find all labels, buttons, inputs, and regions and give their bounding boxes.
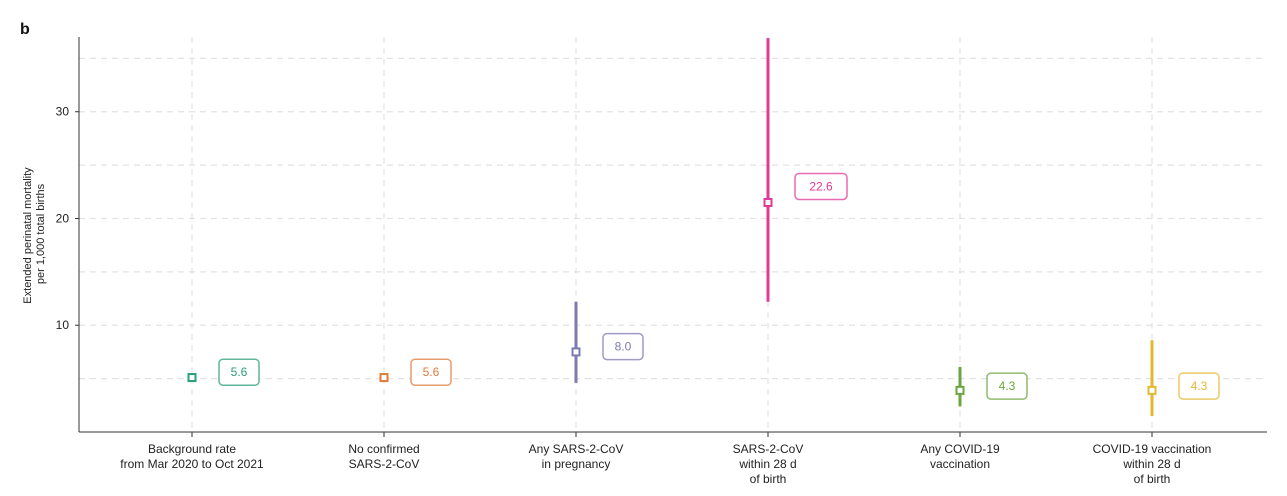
x-tick-label-line: within 28 d [1122,457,1180,471]
data-label-box [794,172,848,201]
x-tick-label: Background rate from Mar 2020 to Oct 2021 [120,442,264,471]
y-tick-label: 30 [56,105,70,119]
data-label: 4.3 [999,379,1016,393]
y-axis-label-line-2: per 1,000 total births [35,183,47,284]
panel-label: b [20,21,30,38]
x-tick-label-line: SARS-2-CoV [733,442,804,456]
data-label-box [218,358,260,386]
data-point-group: 4.3 [1147,340,1220,416]
x-tick-label-line: within 28 d [738,457,796,471]
data-label: 5.6 [231,365,248,379]
x-tick-label-line: in pregnancy [542,457,611,471]
y-ticks: 10 20 30 [56,105,79,332]
x-tick-label-line: SARS-2-CoV [349,457,420,471]
data-label: 5.6 [423,365,440,379]
data-point-group: 5.6 [379,358,452,386]
y-tick-label: 20 [56,211,70,225]
data-label: 4.3 [1191,379,1208,393]
x-tick-label: Any COVID-19 vaccination [920,442,1000,471]
x-tick-label-line: COVID-19 vaccination [1093,442,1212,456]
data-label-box [986,372,1028,400]
x-tick-label-line: of birth [750,472,787,486]
data-label-box [410,358,452,386]
data-point-group: 22.6 [763,38,848,302]
x-tick-label-line: of birth [1134,472,1171,486]
data-label-box [602,332,644,361]
y-axis-label: Extended perinatal mortality per 1,000 t… [22,164,47,303]
x-tick-label-line: vaccination [930,457,990,471]
x-tick-label-line: Background rate [148,442,236,456]
point-marker [571,347,581,357]
x-tick-label: Any SARS-2-CoV in pregnancy [529,442,624,471]
data-label: 22.6 [809,179,833,193]
point-marker [1147,385,1157,395]
y-axis-label-line-1: Extended perinatal mortality [22,167,34,304]
point-marker [187,373,197,383]
x-ticks: Background rate from Mar 2020 to Oct 2021… [120,432,1211,486]
grid [79,37,1267,432]
data-point-group: 8.0 [571,301,644,383]
data-label-box [1178,372,1220,400]
point-marker [955,385,965,395]
data-point-group: 5.6 [187,358,260,386]
x-tick-label: No confirmed SARS-2-CoV [348,442,419,471]
x-tick-label-line: No confirmed [348,442,419,456]
data-label: 8.0 [615,340,632,354]
y-tick-label: 10 [56,318,70,332]
x-tick-label-line: from Mar 2020 to Oct 2021 [120,457,264,471]
x-tick-label-line: Any COVID-19 [920,442,1000,456]
data-points: 5.6 5.6 8.0 22.6 4.3 4.3 [187,38,1220,416]
data-point-group: 4.3 [955,366,1028,407]
point-marker [763,197,773,207]
x-tick-label-line: Any SARS-2-CoV [529,442,624,456]
x-tick-label: COVID-19 vaccination within 28 d of birth [1093,442,1212,486]
x-tick-label: SARS-2-CoV within 28 d of birth [733,442,804,486]
point-marker [379,373,389,383]
